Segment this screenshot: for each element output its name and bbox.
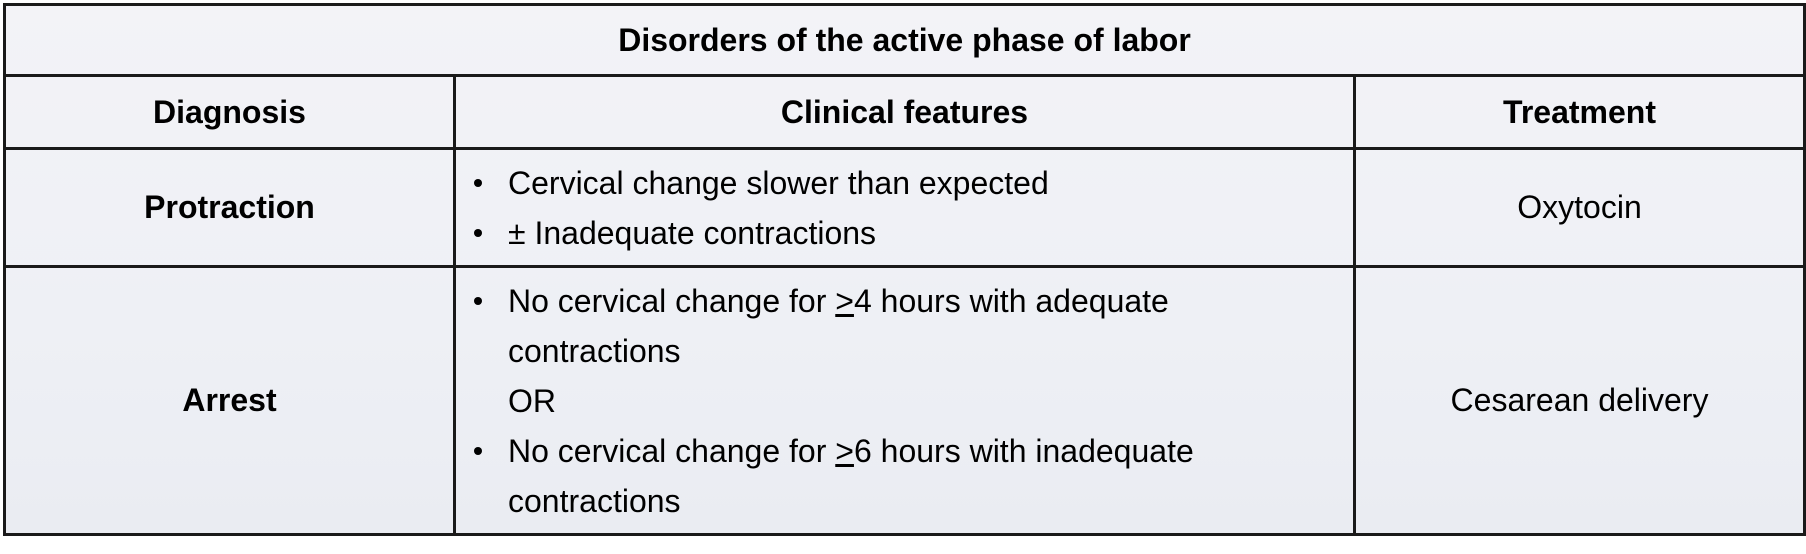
header-diagnosis: Diagnosis (3, 74, 456, 150)
features-list: No cervical change for >4 hours with ade… (470, 276, 1353, 526)
clinical-features-cell: Cervical change slower than expected ± I… (453, 147, 1356, 268)
list-item-continuation: contractions (508, 332, 681, 369)
list-item: ± Inadequate contractions (470, 208, 1353, 258)
table-row: Protraction Cervical change slower than … (3, 147, 1806, 268)
list-item: No cervical change for >4 hours with ade… (470, 276, 1353, 326)
table-container: Disorders of the active phase of labor D… (2, 3, 1806, 536)
clinical-features-cell: No cervical change for >4 hours with ade… (453, 265, 1356, 536)
treatment-cell: Cesarean delivery (1352, 265, 1806, 536)
diagnosis-cell: Arrest (3, 265, 456, 536)
feature-text: 6 hours with inadequate (853, 432, 1194, 469)
feature-text: No cervical change for (508, 282, 836, 319)
greater-equal-symbol: > (835, 432, 854, 469)
list-item: Cervical change slower than expected (470, 158, 1353, 208)
diagnosis-cell: Protraction (3, 147, 456, 268)
table-row: Arrest No cervical change for >4 hours w… (3, 265, 1806, 536)
features-list: Cervical change slower than expected ± I… (470, 158, 1353, 258)
header-treatment: Treatment (1352, 74, 1806, 150)
labor-disorders-table: Disorders of the active phase of labor D… (2, 3, 1806, 536)
list-item-continuation: contractions (508, 482, 681, 519)
list-item: No cervical change for >6 hours with ina… (470, 426, 1353, 476)
header-clinical-features: Clinical features (453, 74, 1356, 150)
feature-text: No cervical change for (508, 432, 836, 469)
treatment-cell: Oxytocin (1352, 147, 1806, 268)
feature-text: 4 hours with adequate (853, 282, 1169, 319)
or-separator: OR (508, 382, 556, 419)
table-title: Disorders of the active phase of labor (2, 3, 1806, 77)
greater-equal-symbol: > (835, 282, 854, 319)
